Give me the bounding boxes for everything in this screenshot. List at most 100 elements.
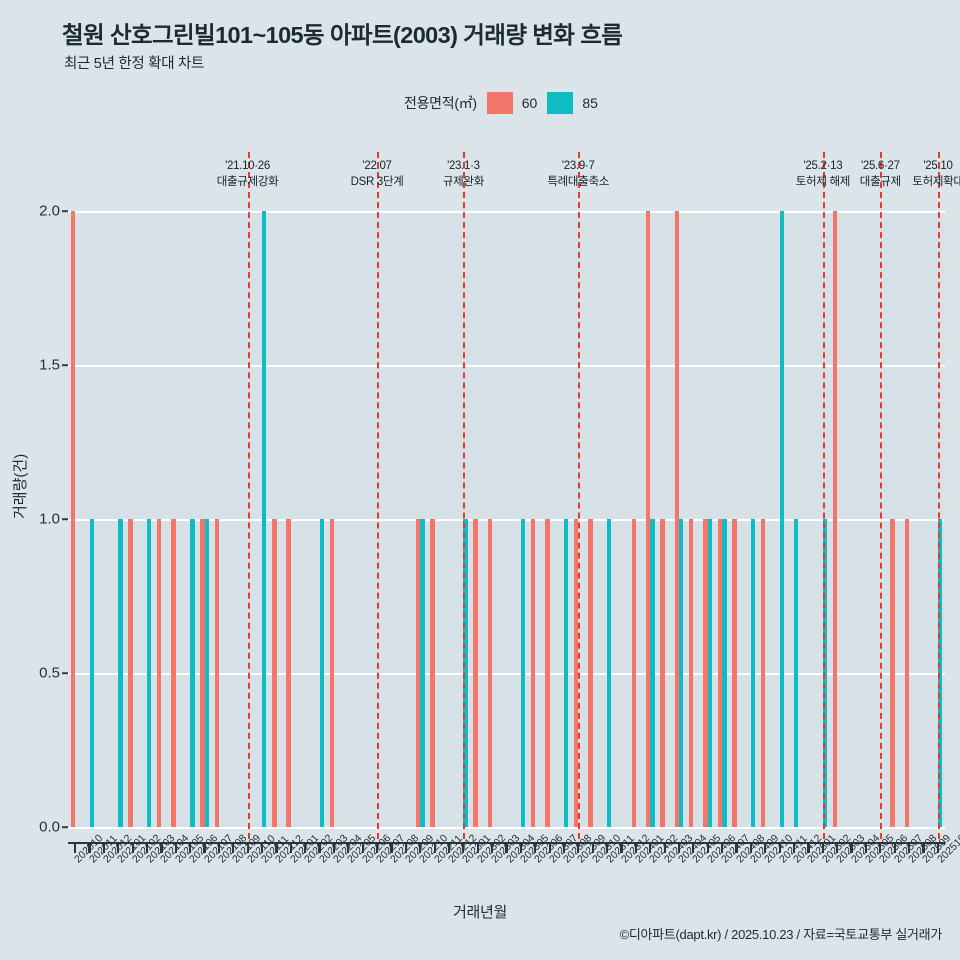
bar-60-202210[interactable] (415, 519, 421, 827)
bar-60-202105[interactable] (171, 519, 176, 827)
bar-85-202311[interactable] (607, 519, 612, 827)
x-axis-label: 거래년월 (452, 904, 507, 921)
bar-60-202104[interactable] (157, 519, 162, 827)
x-tick-mark (606, 844, 609, 853)
x-tick-mark (519, 844, 522, 853)
event-line-202502 (822, 152, 825, 839)
x-tick-mark (706, 844, 709, 853)
y-tick-mark (62, 210, 68, 212)
x-tick-mark (145, 844, 149, 853)
bar-60-202310[interactable] (588, 519, 593, 827)
x-tick-mark (174, 844, 177, 853)
bar-60-202010[interactable] (70, 211, 76, 827)
bar-60-202408[interactable] (732, 519, 737, 827)
y-tick-label: 1.0 (39, 510, 60, 528)
y-tick-mark (62, 826, 68, 828)
bar-85-202101[interactable] (118, 519, 123, 827)
x-tick-mark (117, 844, 120, 853)
plot-area (68, 152, 945, 839)
x-tick-mark (347, 844, 350, 853)
y-tick-mark (62, 672, 68, 674)
y-tick-label: 2.0 (39, 202, 60, 220)
bar-85-202411[interactable] (779, 211, 784, 827)
bar-60-202406[interactable] (703, 519, 708, 827)
bar-85-202412[interactable] (793, 519, 799, 827)
bar-60-202307[interactable] (545, 519, 550, 827)
event-text: 토허제확대 (912, 176, 960, 188)
x-tick-mark (677, 844, 681, 853)
bar-60-202112[interactable] (272, 519, 277, 827)
x-tick-mark (893, 844, 896, 853)
bar-85-202406[interactable] (707, 519, 713, 827)
bar-60-202508[interactable] (904, 519, 910, 827)
bar-60-202405[interactable] (689, 519, 694, 827)
x-tick-mark (74, 844, 77, 853)
bar-60-202309[interactable] (574, 519, 579, 827)
x-tick-mark (246, 844, 249, 853)
bar-60-202410[interactable] (760, 519, 766, 827)
x-tick-mark (879, 844, 882, 853)
x-tick-mark (419, 844, 422, 853)
bar-85-202103[interactable] (147, 519, 152, 827)
grid-line (68, 211, 945, 213)
bar-85-202210[interactable] (420, 519, 425, 827)
x-tick-mark (390, 844, 393, 853)
legend-item-60[interactable]: 60 (486, 92, 537, 114)
legend-item-85[interactable]: 85 (547, 92, 598, 114)
legend-swatch-60 (486, 92, 513, 114)
y-tick-mark (62, 518, 68, 520)
event-date: '25.10 (923, 160, 953, 172)
bar-60-202402[interactable] (645, 211, 651, 827)
x-tick-mark (160, 844, 163, 853)
bar-85-202203[interactable] (319, 519, 324, 827)
bar-60-202407[interactable] (717, 519, 723, 827)
x-tick-mark (907, 844, 911, 853)
bar-60-202201[interactable] (286, 519, 291, 827)
bar-60-202102[interactable] (128, 519, 133, 827)
bar-85-202011[interactable] (89, 519, 94, 827)
legend-title: 전용면적(㎡) (404, 95, 477, 111)
bar-85-202407[interactable] (722, 519, 727, 827)
x-tick-mark (131, 844, 134, 853)
bar-60-202503[interactable] (832, 211, 838, 827)
bar-60-202107[interactable] (200, 519, 205, 827)
bar-85-202301[interactable] (463, 519, 468, 827)
x-tick-mark (591, 844, 594, 853)
bar-60-202211[interactable] (430, 519, 435, 827)
x-tick-mark (922, 844, 925, 853)
x-tick-mark (735, 844, 738, 853)
bar-85-202111[interactable] (262, 211, 267, 827)
bar-85-202107[interactable] (204, 519, 209, 827)
x-tick-mark (304, 844, 307, 853)
x-tick-mark (821, 844, 824, 853)
bar-85-202404[interactable] (678, 519, 684, 827)
bar-85-202106[interactable] (190, 519, 195, 827)
bar-60-202204[interactable] (329, 519, 334, 827)
bar-85-202510[interactable] (937, 519, 943, 827)
bar-60-202108[interactable] (214, 519, 219, 827)
bar-60-202404[interactable] (674, 211, 680, 827)
grid-line (68, 519, 945, 521)
x-tick-mark (663, 844, 666, 853)
bar-85-202502[interactable] (822, 519, 828, 827)
bar-60-202403[interactable] (660, 519, 665, 827)
bar-60-202303[interactable] (487, 519, 493, 827)
bar-60-202302[interactable] (473, 519, 478, 827)
bar-85-202402[interactable] (650, 519, 655, 827)
x-tick-mark (232, 844, 235, 853)
x-tick-mark (620, 844, 623, 853)
y-tick-mark (62, 364, 68, 366)
bar-85-202308[interactable] (563, 519, 569, 827)
bar-85-202409[interactable] (750, 519, 756, 827)
x-tick-mark (376, 844, 379, 853)
event-line-202510 (937, 152, 940, 839)
bar-60-202401[interactable] (631, 519, 636, 827)
x-tick-mark (447, 844, 451, 853)
bar-85-202305[interactable] (520, 519, 526, 827)
x-tick-mark (102, 844, 106, 853)
x-tick-mark (850, 844, 853, 853)
event-line-202309 (578, 152, 581, 839)
bar-60-202507[interactable] (890, 519, 895, 827)
bar-60-202306[interactable] (530, 519, 536, 827)
x-tick-mark (692, 844, 695, 853)
